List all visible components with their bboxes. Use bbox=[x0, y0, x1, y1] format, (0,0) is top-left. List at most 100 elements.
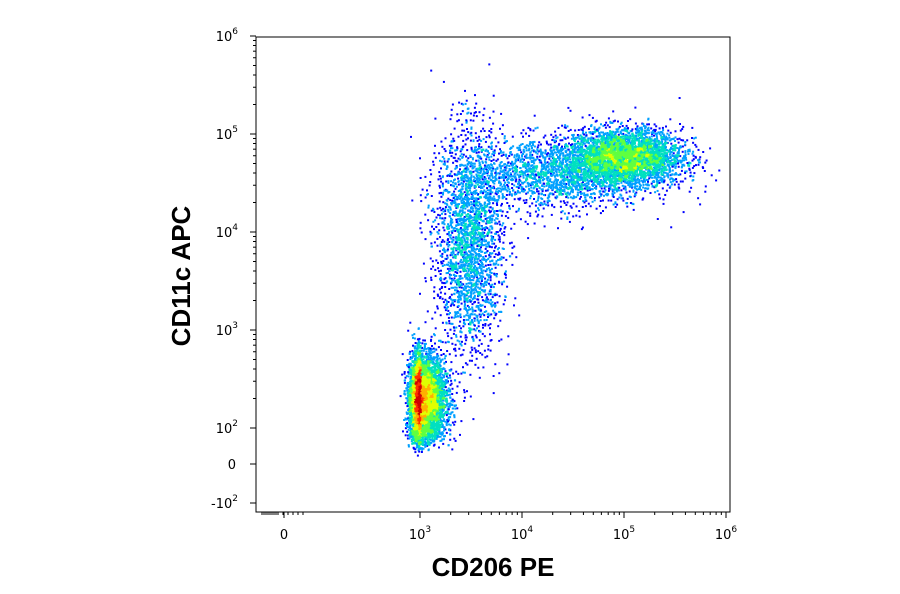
data-point bbox=[426, 444, 429, 447]
data-point bbox=[412, 351, 415, 354]
data-point bbox=[409, 432, 412, 435]
data-point bbox=[440, 422, 443, 425]
data-point bbox=[459, 433, 461, 436]
data-point bbox=[449, 390, 452, 393]
data-point bbox=[449, 402, 452, 405]
data-point bbox=[426, 416, 429, 419]
data-point bbox=[404, 402, 407, 405]
data-point bbox=[405, 423, 407, 426]
data-point bbox=[432, 347, 435, 350]
data-point bbox=[429, 436, 431, 439]
data-point bbox=[447, 380, 449, 383]
data-point bbox=[409, 411, 412, 413]
data-point bbox=[416, 338, 419, 341]
data-point bbox=[426, 441, 429, 444]
data-point bbox=[446, 381, 449, 384]
data-point bbox=[445, 421, 448, 424]
data-point bbox=[453, 416, 456, 419]
data-point bbox=[431, 402, 434, 405]
data-point bbox=[427, 358, 430, 361]
data-point bbox=[440, 426, 443, 429]
data-point bbox=[453, 405, 456, 408]
data-point bbox=[414, 451, 417, 454]
data-point bbox=[441, 358, 444, 361]
data-point bbox=[444, 355, 447, 358]
data-point bbox=[429, 356, 432, 359]
data-point bbox=[447, 387, 450, 390]
data-point bbox=[435, 381, 438, 384]
data-point bbox=[410, 369, 413, 372]
data-point bbox=[406, 418, 409, 421]
data-point bbox=[423, 368, 426, 371]
data-point bbox=[421, 365, 423, 368]
data-point bbox=[463, 391, 466, 394]
data-point bbox=[453, 414, 456, 417]
data-point bbox=[445, 360, 447, 363]
data-point bbox=[406, 437, 409, 440]
data-point bbox=[411, 416, 414, 419]
data-point bbox=[428, 427, 431, 430]
data-point bbox=[417, 358, 420, 361]
data-point bbox=[407, 389, 410, 391]
data-point bbox=[415, 438, 418, 440]
data-point bbox=[436, 354, 439, 357]
data-point bbox=[401, 373, 404, 376]
data-point bbox=[431, 384, 434, 387]
data-point bbox=[419, 439, 422, 442]
data-point bbox=[413, 447, 416, 450]
data-point bbox=[431, 362, 434, 365]
data-point bbox=[410, 373, 413, 376]
data-point bbox=[430, 376, 433, 378]
data-point bbox=[444, 428, 447, 431]
data-point bbox=[413, 395, 416, 398]
data-point bbox=[408, 368, 411, 371]
data-point bbox=[437, 371, 440, 373]
data-point bbox=[421, 422, 424, 425]
data-point bbox=[409, 391, 412, 394]
data-point bbox=[436, 353, 439, 356]
data-point bbox=[438, 402, 441, 405]
data-point bbox=[413, 386, 416, 389]
data-point bbox=[426, 354, 429, 357]
data-point bbox=[439, 417, 442, 420]
data-point bbox=[410, 364, 412, 367]
data-point bbox=[444, 382, 447, 385]
data-point bbox=[440, 396, 443, 399]
data-point bbox=[409, 412, 412, 415]
data-point bbox=[450, 379, 453, 382]
data-point bbox=[418, 366, 421, 369]
data-point bbox=[440, 354, 443, 357]
data-point bbox=[438, 388, 441, 391]
data-point bbox=[435, 426, 438, 429]
data-point bbox=[434, 407, 436, 410]
data-point bbox=[412, 336, 414, 339]
data-point bbox=[431, 424, 434, 427]
data-point bbox=[414, 424, 416, 427]
data-point bbox=[440, 349, 442, 351]
data-point bbox=[426, 353, 429, 355]
data-point bbox=[421, 441, 424, 444]
data-point bbox=[438, 430, 441, 433]
data-point bbox=[426, 439, 429, 442]
data-point bbox=[433, 417, 436, 419]
data-point bbox=[410, 382, 412, 385]
data-point bbox=[424, 440, 426, 443]
data-point bbox=[421, 439, 424, 442]
data-point bbox=[418, 358, 421, 361]
data-point bbox=[425, 417, 428, 420]
data-point bbox=[428, 352, 431, 354]
data-point bbox=[406, 359, 409, 361]
data-point bbox=[408, 416, 411, 419]
data-point bbox=[429, 433, 432, 436]
data-point bbox=[420, 451, 423, 453]
data-point bbox=[434, 365, 437, 368]
data-point bbox=[431, 440, 434, 443]
data-point bbox=[421, 368, 424, 371]
data-point bbox=[418, 353, 421, 356]
data-point bbox=[444, 394, 447, 397]
data-point bbox=[435, 431, 438, 434]
data-point bbox=[424, 321, 427, 324]
data-point bbox=[436, 434, 438, 436]
data-point bbox=[437, 414, 440, 417]
